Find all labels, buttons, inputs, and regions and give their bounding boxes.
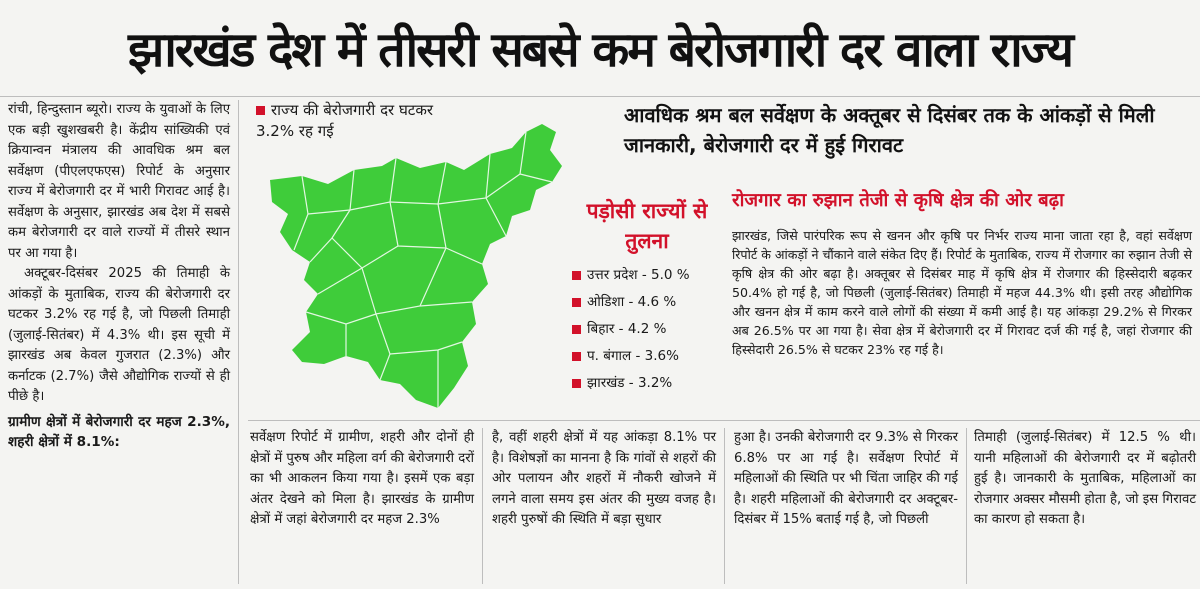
neighbor-item: बिहार - 4.2 % bbox=[572, 316, 722, 343]
jharkhand-map-shape bbox=[270, 124, 562, 408]
left-paragraph-2: अक्टूबर-दिसंबर 2025 की तिमाही के आंकड़ों… bbox=[8, 266, 230, 404]
headline-rule bbox=[0, 96, 1200, 97]
bullet-icon bbox=[572, 351, 581, 361]
left-column: रांची, हिन्दुस्तान ब्यूरो। राज्य के युवा… bbox=[8, 100, 230, 453]
bottom-section-rule bbox=[248, 420, 1200, 421]
left-subheading: ग्रामीण क्षेत्रों में बेरोजगारी दर महज 2… bbox=[8, 413, 230, 451]
headline: झारखंड देश में तीसरी सबसे कम बेरोजगारी द… bbox=[128, 21, 1074, 78]
neighbor-label: बिहार - 4.2 % bbox=[587, 321, 667, 337]
bottom-column-2: है, वहीं शहरी क्षेत्रों में यह आंकड़ा 8.… bbox=[492, 430, 716, 528]
neighbor-item: ओडिशा - 4.6 % bbox=[572, 289, 722, 316]
bullet-icon bbox=[572, 297, 581, 307]
neighbor-label: झारखंड - 3.2% bbox=[587, 375, 673, 391]
map-legend-text: राज्य की बेरोजगारी दर घटकर 3.2% रह गई bbox=[256, 101, 434, 140]
column-divider-1 bbox=[238, 100, 239, 584]
legend-marker bbox=[256, 106, 265, 115]
neighbor-list: उत्तर प्रदेश - 5.0 % ओडिशा - 4.6 % बिहार… bbox=[572, 262, 722, 397]
section-body: झारखंड, जिसे पारंपरिक रूप से खनन और कृषि… bbox=[732, 228, 1192, 357]
bullet-icon bbox=[572, 378, 581, 388]
neighbor-item: उत्तर प्रदेश - 5.0 % bbox=[572, 262, 722, 289]
neighbor-title: पड़ोसी राज्यों से तुलना bbox=[586, 199, 708, 253]
neighbor-label: उत्तर प्रदेश - 5.0 % bbox=[587, 267, 690, 283]
left-paragraph-1: रांची, हिन्दुस्तान ब्यूरो। राज्य के युवा… bbox=[8, 102, 230, 261]
bullet-icon bbox=[572, 324, 581, 334]
bottom-column-4: तिमाही (जुलाई-सितंबर) में 12.5 % थी। यान… bbox=[974, 430, 1196, 528]
column-divider-2 bbox=[482, 428, 483, 584]
map-legend: राज्य की बेरोजगारी दर घटकर 3.2% रह गई bbox=[256, 100, 436, 142]
section-title: रोजगार का रुझान तेजी से कृषि क्षेत्र की … bbox=[732, 190, 1064, 211]
column-divider-4 bbox=[966, 428, 967, 584]
bottom-column-3: हुआ है। उनकी बेरोजगारी दर 9.3% से गिरकर … bbox=[734, 430, 958, 528]
neighbor-label: प. बंगाल - 3.6% bbox=[587, 348, 679, 364]
jharkhand-map bbox=[270, 124, 562, 408]
bottom-column-1: सर्वेक्षण रिपोर्ट में ग्रामीण, शहरी और द… bbox=[250, 430, 475, 528]
column-divider-3 bbox=[724, 428, 725, 584]
district-borders bbox=[293, 131, 553, 408]
neighbor-label: ओडिशा - 4.6 % bbox=[587, 294, 677, 310]
subheadline: आवधिक श्रम बल सर्वेक्षण के अक्तूबर से दि… bbox=[624, 103, 1155, 157]
neighbor-item: झारखंड - 3.2% bbox=[572, 370, 722, 397]
bullet-icon bbox=[572, 270, 581, 280]
neighbor-item: प. बंगाल - 3.6% bbox=[572, 343, 722, 370]
